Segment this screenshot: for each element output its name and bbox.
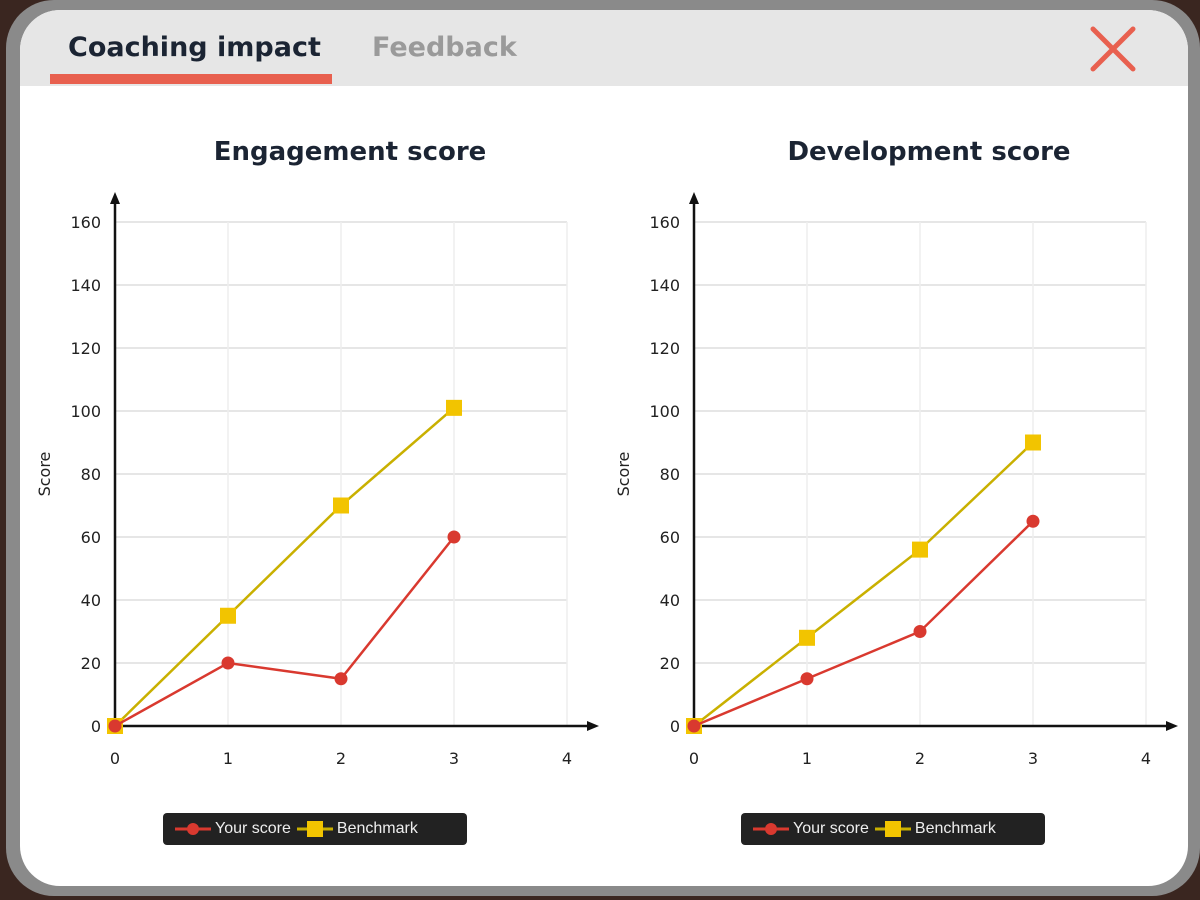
data-point-your-score — [913, 625, 927, 638]
chart-title: Engagement score — [214, 137, 487, 167]
data-point-your-score — [334, 672, 348, 686]
data-point-benchmark — [333, 497, 349, 514]
tab-feedback[interactable]: Feedback — [372, 32, 517, 63]
y-tick-label: 160 — [649, 213, 680, 232]
y-tick-label: 100 — [649, 402, 680, 421]
tab-bar: Coaching impact Feedback — [20, 10, 1188, 86]
y-tick-label: 140 — [70, 276, 101, 295]
data-point-benchmark — [1025, 434, 1041, 451]
y-tick-label: 140 — [649, 276, 680, 295]
y-axis-label: Score — [614, 452, 633, 497]
y-tick-label: 40 — [81, 591, 101, 610]
y-tick-label: 20 — [660, 654, 680, 673]
legend-engagement: Your score Benchmark — [163, 813, 467, 845]
x-tick-label: 2 — [915, 749, 925, 768]
data-point-your-score — [221, 656, 235, 670]
y-tick-label: 80 — [660, 465, 680, 484]
y-tick-label: 160 — [70, 213, 101, 232]
legend-development: Your score Benchmark — [741, 813, 1045, 845]
series-line-your-score — [114, 536, 455, 728]
y-tick-label: 120 — [70, 339, 101, 358]
data-point-benchmark — [799, 629, 815, 646]
y-tick-label: 40 — [660, 591, 680, 610]
y-tick-label: 80 — [81, 465, 101, 484]
data-point-benchmark — [446, 399, 462, 416]
legend-label: Your score — [793, 820, 869, 837]
legend-item-your-score[interactable]: Your score — [753, 820, 869, 838]
x-tick-label: 0 — [110, 749, 120, 768]
legend-label: Benchmark — [336, 820, 418, 837]
x-tick-label: 4 — [562, 749, 572, 768]
y-axis-label: Score — [35, 452, 54, 497]
dialog-panel: Coaching impact Feedback — [20, 10, 1188, 886]
data-point-your-score — [447, 530, 461, 544]
yellow-square-marker-icon — [296, 821, 333, 837]
data-point-your-score — [108, 719, 122, 733]
y-tick-label: 0 — [670, 717, 680, 736]
y-tick-label: 100 — [70, 402, 101, 421]
data-point-benchmark — [220, 607, 236, 624]
chart-title: Development score — [787, 137, 1070, 167]
x-tick-label: 4 — [1141, 749, 1151, 768]
legend-item-benchmark[interactable]: Benchmark — [296, 820, 418, 838]
x-axis-arrow — [587, 721, 599, 731]
x-tick-label: 0 — [689, 749, 699, 768]
legend-label: Your score — [215, 820, 291, 837]
series-line-benchmark — [693, 441, 1034, 727]
y-tick-label: 60 — [81, 528, 101, 547]
engagement-score-chart: Engagement score 0 20 40 60 80 100 120 140 160 0 1 2… — [35, 137, 599, 768]
series-line-benchmark — [114, 406, 455, 727]
legend-item-your-score[interactable]: Your score — [175, 820, 291, 838]
x-tick-label: 1 — [802, 749, 812, 768]
legend-label: Benchmark — [914, 820, 996, 837]
y-tick-label: 0 — [91, 717, 101, 736]
red-circle-marker-icon — [175, 823, 211, 835]
development-score-chart: Development score 0 20 40 60 80 100 120 140 160 0 1… — [614, 137, 1178, 768]
x-tick-label: 1 — [223, 749, 233, 768]
data-point-your-score — [687, 719, 701, 733]
series-line-your-score — [693, 520, 1034, 728]
x-axis-arrow — [1166, 721, 1178, 731]
data-point-your-score — [1026, 514, 1040, 528]
x-tick-label: 2 — [336, 749, 346, 768]
legend-item-benchmark[interactable]: Benchmark — [874, 820, 996, 838]
tab-coaching-impact[interactable]: Coaching impact — [68, 32, 321, 63]
x-tick-label: 3 — [449, 749, 459, 768]
y-tick-label: 60 — [660, 528, 680, 547]
x-tick-label: 3 — [1028, 749, 1038, 768]
data-point-benchmark — [912, 541, 928, 558]
red-circle-marker-icon — [753, 823, 789, 835]
yellow-square-marker-icon — [874, 821, 911, 837]
y-tick-label: 20 — [81, 654, 101, 673]
y-axis-arrow — [689, 192, 699, 204]
close-x-icon[interactable] — [1088, 24, 1138, 74]
y-tick-label: 120 — [649, 339, 680, 358]
y-axis-arrow — [110, 192, 120, 204]
data-point-your-score — [800, 672, 814, 686]
active-tab-indicator — [50, 74, 332, 84]
